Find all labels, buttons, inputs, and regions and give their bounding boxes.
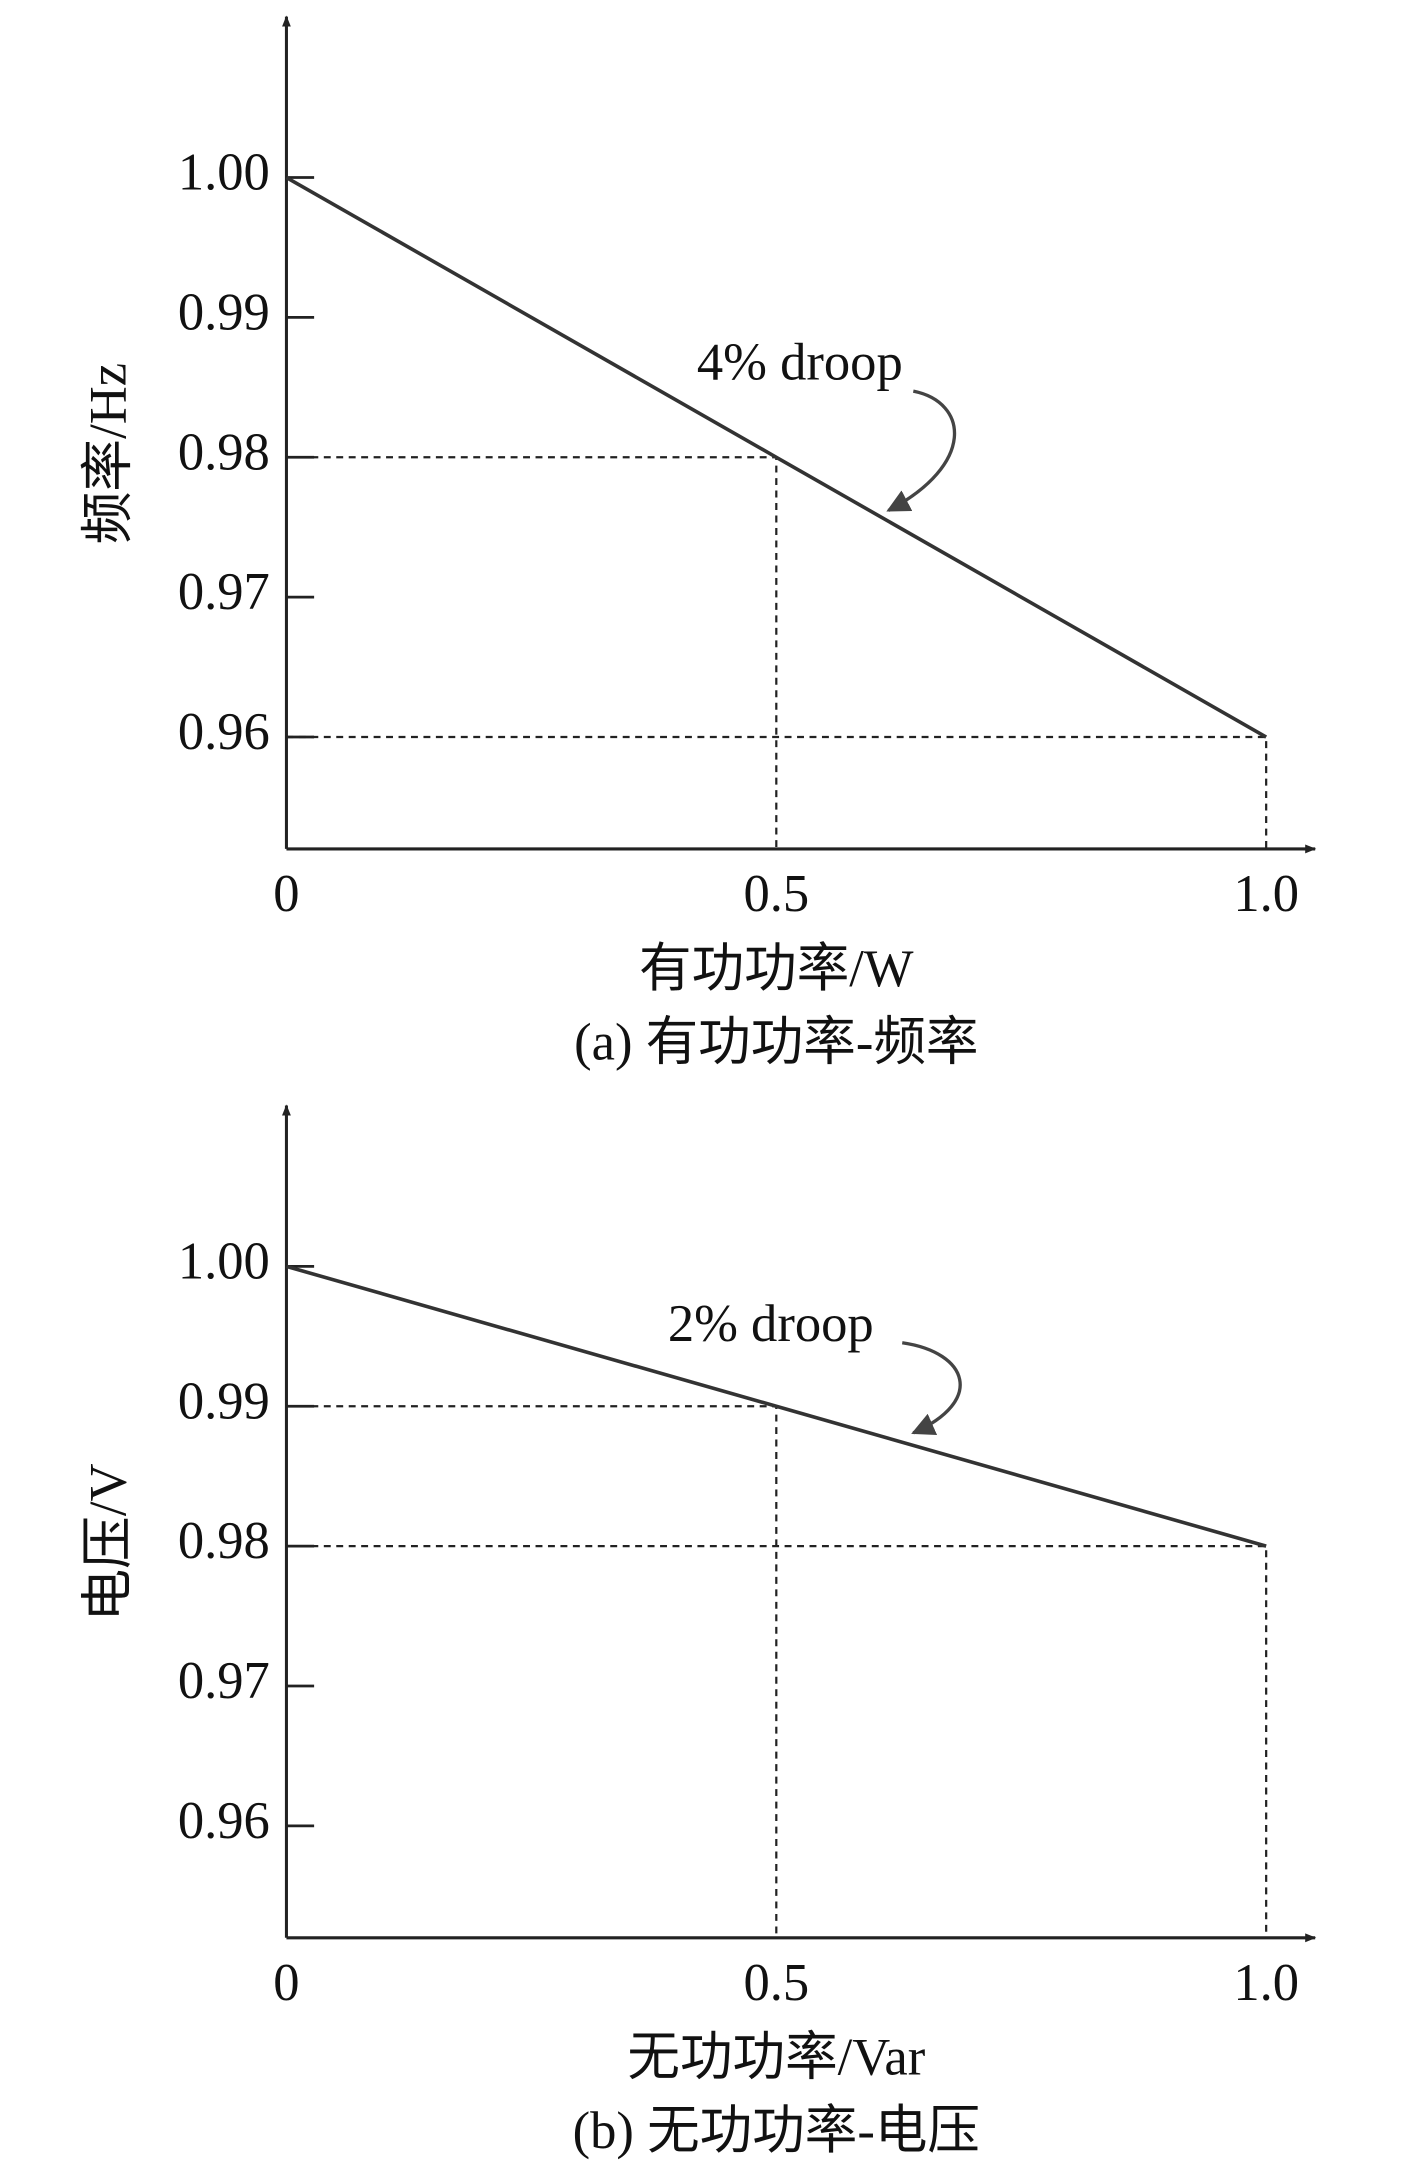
y-tick-label: 0.96 (178, 703, 270, 761)
y-axis-label: 电压/V (80, 1463, 138, 1621)
x-axis-label: 无功功率/Var (627, 2029, 925, 2087)
y-axis-label: 频率/Hz (80, 363, 138, 544)
x-tick-label: 0.5 (743, 1954, 809, 2012)
caption: (a) 有功功率-频率 (574, 1013, 978, 1071)
guide-line (286, 1545, 1268, 1938)
caption: (b) 无功功率-电压 (573, 2102, 980, 2160)
annotation: 2% droop (668, 1295, 874, 1353)
y-tick-label: 0.97 (178, 563, 270, 621)
droop-line (285, 1264, 1267, 1548)
annotation-arrow (886, 389, 957, 512)
y-tick-label: 0.99 (178, 1372, 270, 1430)
y-tick-label: 0.99 (178, 283, 270, 341)
y-tick-label: 1.00 (178, 1232, 270, 1290)
y-tick-label: 1.00 (178, 144, 270, 202)
guide-line (286, 456, 778, 849)
x-tick-label: 1.0 (1233, 865, 1299, 923)
y-tick-label: 0.97 (178, 1652, 270, 1710)
y-tick-label: 0.98 (178, 1512, 270, 1570)
annotation: 4% droop (697, 334, 903, 392)
droop-line (285, 175, 1268, 739)
guide-line (286, 1405, 778, 1938)
y-tick-label: 0.96 (178, 1792, 270, 1850)
y-tick-label: 0.98 (178, 423, 270, 481)
x-tick-label: 1.0 (1233, 1954, 1299, 2012)
x-axis-label: 有功功率/W (639, 940, 914, 998)
x-tick-label: 0.5 (743, 865, 809, 923)
annotation-arrow (901, 1341, 962, 1436)
x-tick-label: 0 (273, 1954, 299, 2012)
guide-line (286, 735, 1268, 849)
x-tick-label: 0 (273, 865, 299, 923)
